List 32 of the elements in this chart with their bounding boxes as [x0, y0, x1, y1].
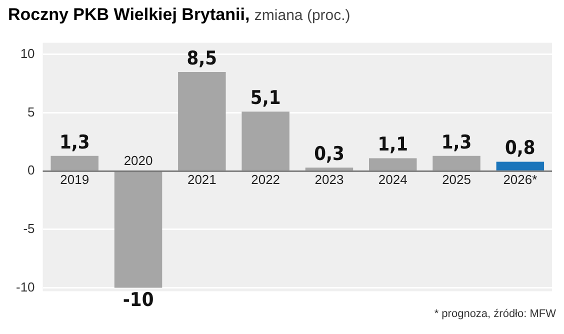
- data-label: 1,1: [378, 134, 408, 156]
- bar: [305, 168, 354, 170]
- y-tick-label: -10: [16, 279, 35, 294]
- x-tick-label: 2022: [251, 172, 280, 188]
- bar: [178, 72, 226, 170]
- data-label: 1,3: [441, 131, 472, 154]
- text: * prognoza, źródło: MFW: [434, 308, 556, 320]
- bar: [496, 162, 544, 170]
- x-tick-label: 2021: [187, 172, 216, 188]
- x-tick-label: 2025: [442, 172, 471, 188]
- bar: [50, 156, 98, 170]
- data-label: 1,3: [59, 131, 90, 154]
- data-label: -10: [122, 289, 154, 312]
- x-tick-label: 2019: [60, 172, 90, 188]
- y-tick-label: 5: [28, 104, 35, 120]
- y-tick-label: 0: [28, 162, 35, 178]
- chart-subtitle: zmiana (proc.): [254, 7, 350, 24]
- x-tick-label: 2023: [314, 172, 344, 188]
- bar: [114, 172, 162, 288]
- data-label: 0,8: [505, 137, 536, 160]
- y-tick-label: -5: [23, 220, 35, 236]
- x-tick-label: 2026*: [503, 172, 538, 188]
- bar: [432, 156, 480, 170]
- x-tick-label: 2024: [378, 172, 408, 188]
- data-label: 5,1: [250, 87, 281, 110]
- x-tick-label: 2020: [124, 153, 153, 168]
- bar: [369, 158, 417, 170]
- chart-title: Roczny PKB Wielkiej Brytanii,: [8, 5, 250, 24]
- data-label: 8,5: [186, 47, 218, 70]
- data-label: 0,3: [314, 143, 344, 166]
- y-tick-label: 10: [20, 46, 35, 62]
- bar: [242, 112, 290, 170]
